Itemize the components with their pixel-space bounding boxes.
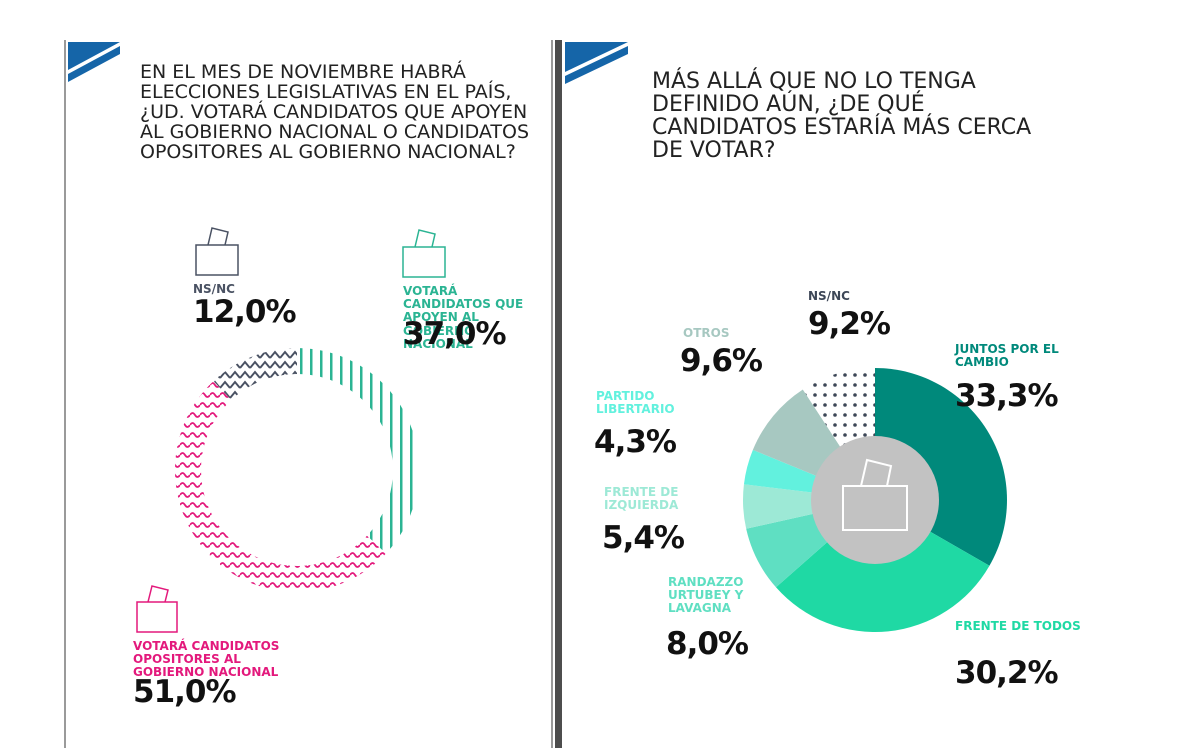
category-label: FRENTE DE TODOS xyxy=(955,619,1081,633)
center-circle xyxy=(811,436,939,564)
category-label: RANDAZZO URTUBEY Y LAVAGNA xyxy=(668,575,744,616)
flag-mark xyxy=(565,42,628,84)
category-label: JUNTOS POR EL CAMBIO xyxy=(955,342,1059,370)
value-label: 37,0% xyxy=(403,316,507,352)
category-label: VOTARÁ CANDIDATOS OPOSITORES AL GOBIERNO… xyxy=(133,639,280,680)
category-label: NS/NC xyxy=(193,282,235,296)
category-label: OTROS xyxy=(683,326,730,340)
ballot-icons xyxy=(136,227,446,633)
category-label: VOTARÁ CANDIDATOS QUE APOYEN AL GOBIERNO… xyxy=(403,284,524,351)
value-label: 51,0% xyxy=(133,674,237,710)
chart-title: EN EL MES DE NOVIEMBRE HABRÁ ELECCIONES … xyxy=(140,61,530,163)
panel-divider xyxy=(555,40,562,748)
ballot-paper xyxy=(860,458,893,487)
chart-title: MÁS ALLÁ QUE NO LO TENGA DEFINIDO AÚN, ¿… xyxy=(652,69,1032,164)
category-label: FRENTE DE IZQUIERDA xyxy=(604,485,679,513)
value-label: 33,3% xyxy=(955,378,1059,414)
slice xyxy=(174,381,386,593)
value-label: 4,3% xyxy=(594,424,677,460)
value-label: 9,6% xyxy=(680,343,763,379)
slice xyxy=(743,484,875,529)
ballot-icon xyxy=(842,458,908,531)
value-label: 9,2% xyxy=(808,306,891,342)
value-label: 5,4% xyxy=(602,520,685,556)
value-label: 30,2% xyxy=(955,655,1059,691)
slice xyxy=(213,348,297,401)
slice xyxy=(297,348,419,554)
value-label: 12,0% xyxy=(193,294,297,330)
ballot-box xyxy=(842,485,908,531)
category-label: NS/NC xyxy=(808,289,850,303)
category-label: PARTIDO LIBERTARIO xyxy=(596,389,675,417)
flag-mark xyxy=(68,42,120,82)
value-label: 8,0% xyxy=(666,626,749,662)
slice xyxy=(775,500,990,632)
